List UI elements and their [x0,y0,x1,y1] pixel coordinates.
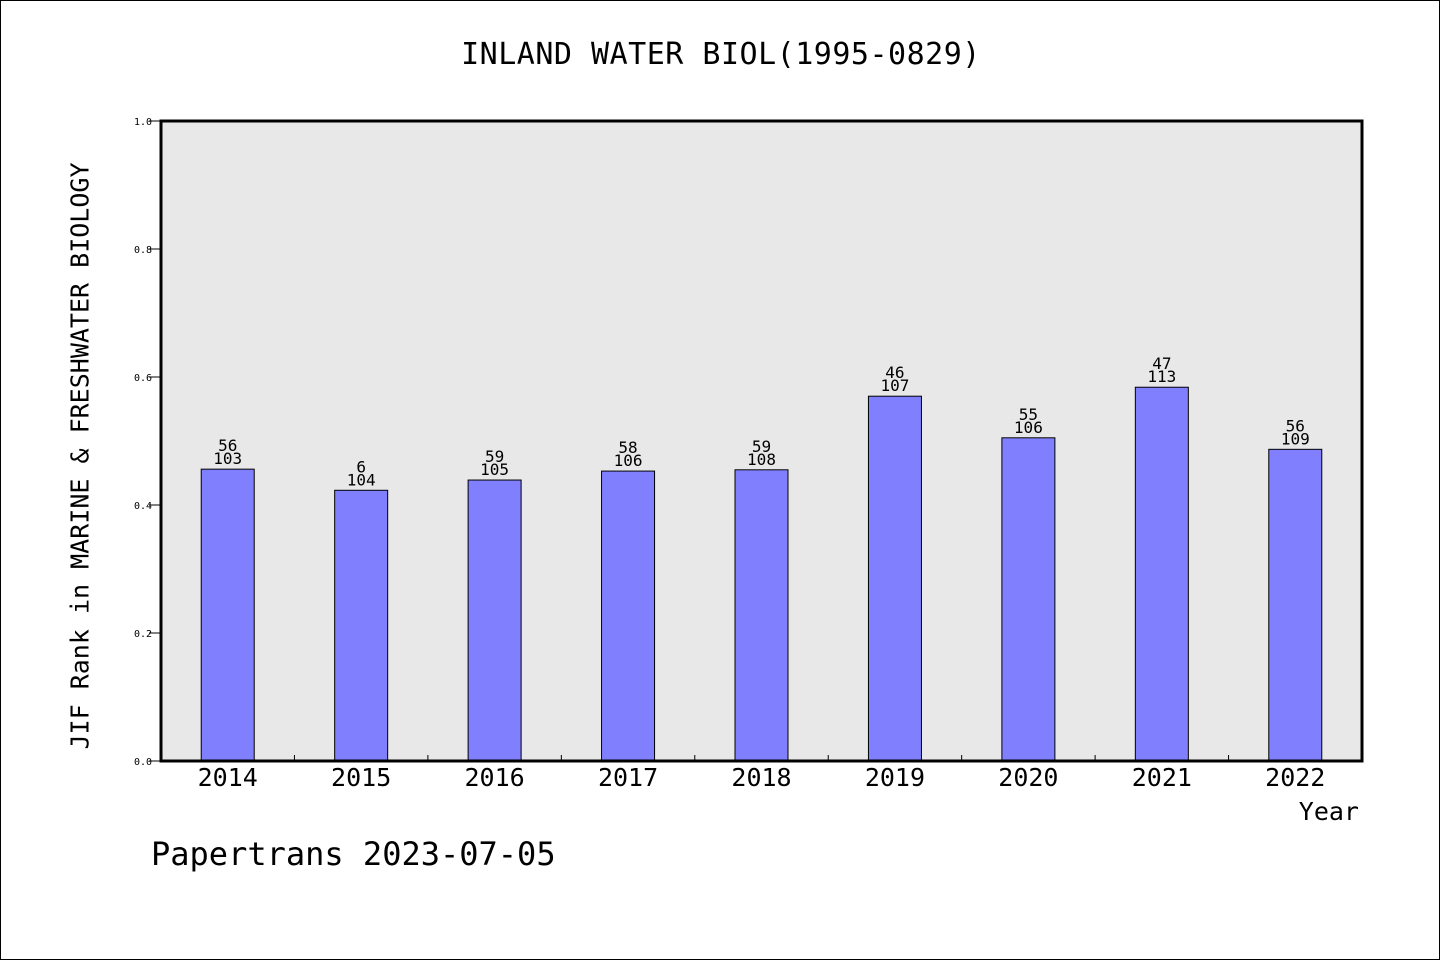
bar-total-label: 113 [1147,367,1176,386]
bar [334,489,389,762]
plot-frame [159,119,1364,763]
bar-total-label: 107 [880,376,909,395]
bar-rank-label: 59 [752,437,771,456]
x-tick-label: 2016 [465,763,525,792]
bar [1134,386,1189,762]
bar-rank-label: 6 [356,457,366,476]
bar-rank-label: 56 [218,436,237,455]
bar [867,395,922,762]
bar-total-label: 104 [347,470,376,489]
x-tick-label: 2018 [731,763,791,792]
x-tick-label: 2014 [198,763,258,792]
y-tick-label: 0.0 [134,757,152,768]
x-tick-label: 2017 [598,763,658,792]
x-tick-label: 2021 [1132,763,1192,792]
x-tick-label: 2020 [998,763,1058,792]
bar-total-label: 105 [480,460,509,479]
x-axis-label: Year [1298,797,1359,826]
y-tick-label: 0.4 [134,501,152,512]
bar-rank-label: 56 [1286,416,1305,435]
bar-total-label: 108 [747,450,776,469]
x-tick-label: 2019 [865,763,925,792]
y-tick-label: 0.2 [134,629,152,640]
y-tick-label: 0.6 [134,373,152,384]
bar [1001,437,1056,762]
y-tick-label: 1.0 [134,117,152,128]
chart-title: INLAND WATER BIOL(1995-0829) [461,37,981,72]
x-tick-label: 2022 [1265,763,1325,792]
bar [601,470,656,762]
bar-rank-label: 59 [485,447,504,466]
bar-rank-label: 55 [1019,405,1038,424]
x-tick-label: 2015 [331,763,391,792]
bar-total-label: 109 [1281,429,1310,448]
bar-rank-label: 47 [1152,354,1171,373]
watermark-text: Papertrans 2023-07-05 [151,835,556,873]
bar [734,469,789,762]
bar-total-label: 106 [614,451,643,470]
y-tick-label: 0.8 [134,245,152,256]
bar [1268,448,1323,762]
bar-rank-label: 46 [885,363,904,382]
bar-total-label: 106 [1014,418,1043,437]
bar [200,468,255,762]
bar-rank-label: 58 [618,438,637,457]
bar [467,479,522,762]
bar-total-label: 103 [213,449,242,468]
